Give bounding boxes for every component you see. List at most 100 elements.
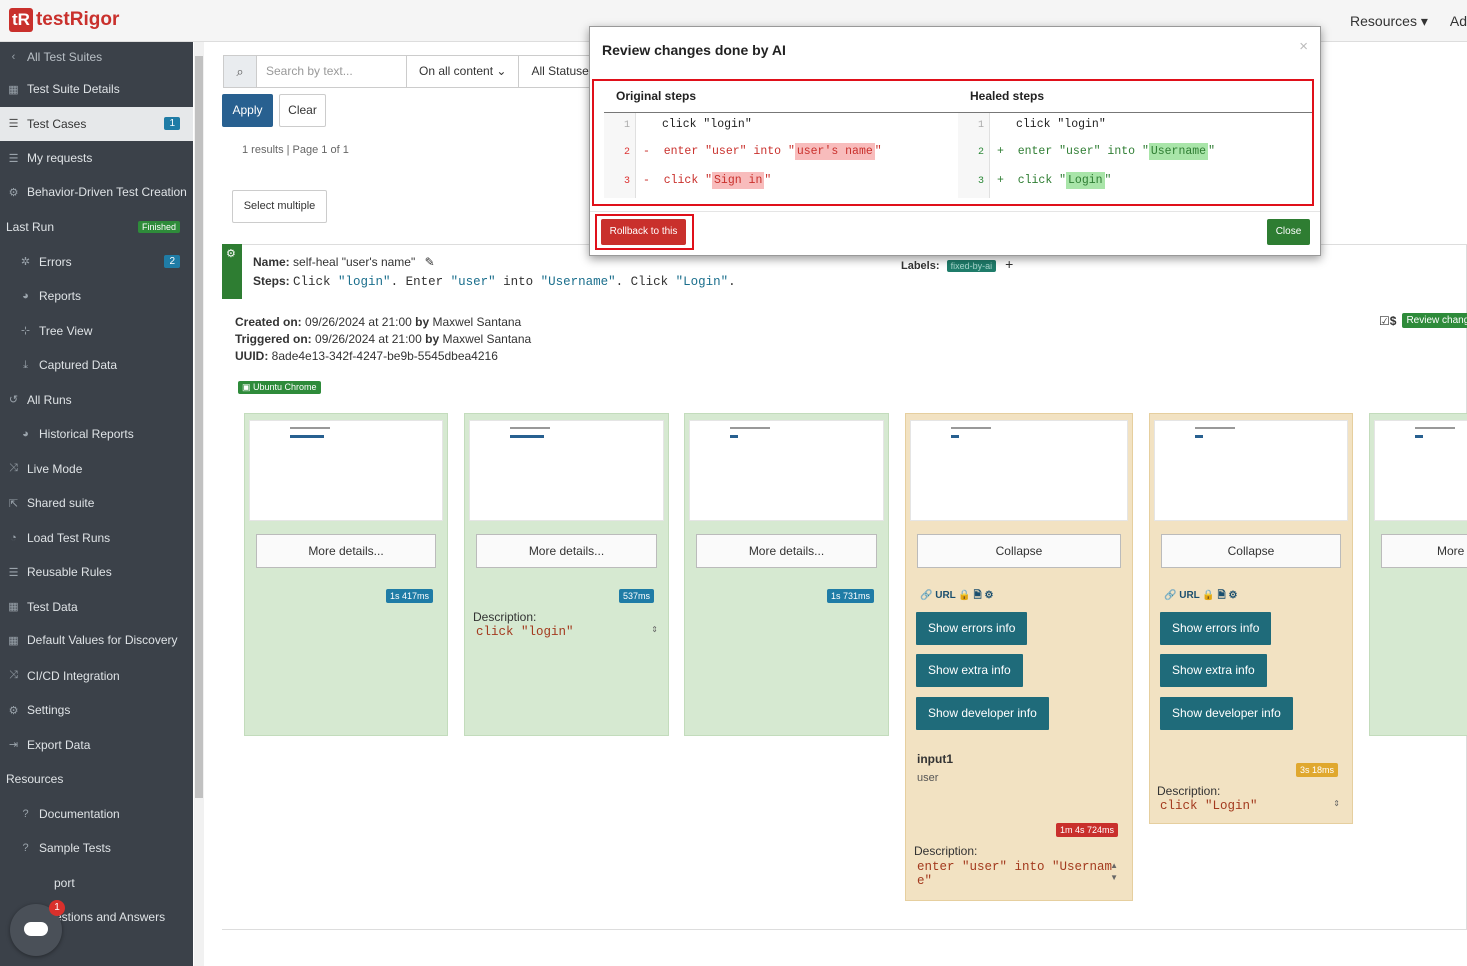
select-multiple-button[interactable]: Select multiple xyxy=(232,190,327,223)
content-filter-select[interactable]: On all content ⌄ xyxy=(407,55,520,88)
scroll-arrows-icon[interactable]: ⇕ xyxy=(651,625,658,634)
sidebar-item-reports[interactable]: ◕ Reports xyxy=(0,279,193,314)
apply-button[interactable]: Apply xyxy=(222,94,273,127)
search-icon[interactable]: ⌕ xyxy=(223,55,257,88)
sidebar-item-test-suite-details[interactable]: ▦ Test Suite Details xyxy=(0,72,193,107)
step-screenshot[interactable] xyxy=(469,420,664,521)
show-extra-button[interactable]: Show extra info xyxy=(1160,654,1267,687)
show-extra-button[interactable]: Show extra info xyxy=(916,654,1023,687)
sitemap-icon: ⊹ xyxy=(20,325,31,338)
more-details-button[interactable]: More details... xyxy=(256,534,436,568)
robot-icon[interactable]: ⚙ xyxy=(1228,590,1238,601)
sidebar-item-historical-reports[interactable]: ◕ Historical Reports xyxy=(0,417,193,452)
sidebar-item-captured-data[interactable]: ⤓ Captured Data xyxy=(0,348,193,383)
scroll-arrows-icon[interactable]: ▲ ▼ xyxy=(1110,861,1118,882)
sidebar-item-documentation[interactable]: ? Documentation xyxy=(0,797,193,832)
sidebar-item-test-cases[interactable]: ☰ Test Cases 1 xyxy=(0,106,193,141)
resources-menu[interactable]: Resources ▾ xyxy=(1350,13,1428,29)
sidebar-item-settings[interactable]: ⚙ Settings xyxy=(0,693,193,728)
sidebar-item-support[interactable]: port xyxy=(0,866,193,901)
robot-icon[interactable]: ⚙ xyxy=(984,590,994,601)
sidebar-item-test-data[interactable]: ▦ Test Data xyxy=(0,590,193,625)
link-icon[interactable]: 🔗 xyxy=(1164,590,1177,601)
edit-icon[interactable]: ✎ xyxy=(424,255,435,269)
search-input[interactable]: Search by text... xyxy=(257,55,407,88)
testrigor-logo[interactable]: tR testRigor xyxy=(9,8,119,32)
file-icon[interactable]: 🗎 xyxy=(1217,590,1226,601)
step-screenshot[interactable] xyxy=(1374,420,1467,521)
url-label[interactable]: URL xyxy=(1179,590,1200,601)
description-label: Description: xyxy=(473,610,537,624)
share-icon: ⇱ xyxy=(8,497,19,510)
lock-icon[interactable]: 🔒 xyxy=(1202,590,1215,601)
sidebar-item-tree-view[interactable]: ⊹ Tree View xyxy=(0,314,193,349)
sidebar-item-cicd[interactable]: ⤨ CI/CD Integration xyxy=(0,659,193,694)
test-meta: Created on: 09/26/2024 at 21:00 by Maxwe… xyxy=(235,314,531,365)
file-icon[interactable]: 🗎 xyxy=(973,590,982,601)
sidebar-all-test-suites[interactable]: ‹ All Test Suites xyxy=(0,42,193,72)
more-details-button[interactable]: More details... xyxy=(476,534,657,568)
sidebar-item-shared-suite[interactable]: ⇱ Shared suite xyxy=(0,486,193,521)
show-errors-button[interactable]: Show errors info xyxy=(1160,612,1272,645)
status-filter-select[interactable]: All Statuse xyxy=(519,55,602,88)
rollback-button[interactable]: Rollback to this xyxy=(601,219,686,245)
show-developer-button[interactable]: Show developer info xyxy=(916,697,1049,730)
minus-marker: - xyxy=(643,145,650,158)
dollar-icon[interactable]: $ xyxy=(1389,313,1397,328)
sidebar-item-live-mode[interactable]: ⤨ Live Mode xyxy=(0,452,193,487)
sidebar-item-export-data[interactable]: ⇥ Export Data xyxy=(0,728,193,763)
download-icon: ⤓ xyxy=(23,358,28,371)
lock-icon[interactable]: 🔒 xyxy=(958,590,971,601)
sidebar-item-sample-tests[interactable]: ? Sample Tests xyxy=(0,831,193,866)
step-screenshot[interactable] xyxy=(249,420,443,521)
show-developer-button[interactable]: Show developer info xyxy=(1160,697,1293,730)
close-button[interactable]: Close xyxy=(1267,219,1310,245)
checkbox-icon[interactable]: ☑ xyxy=(1379,313,1390,328)
steps-label: Steps: xyxy=(253,274,290,288)
line-number: 2 xyxy=(977,147,984,158)
original-line-2: - enter "user" into " user's name " xyxy=(643,142,882,162)
more-details-button[interactable]: More details... xyxy=(696,534,877,568)
list-icon: ☰ xyxy=(8,566,19,579)
collapse-button[interactable]: Collapse xyxy=(1161,534,1341,568)
collapse-button[interactable]: Collapse xyxy=(917,534,1121,568)
step-text: . Enter xyxy=(390,275,451,289)
sidebar-item-label: Shared suite xyxy=(27,496,95,511)
plus-marker: + xyxy=(997,174,1004,187)
link-icon[interactable]: 🔗 xyxy=(920,590,933,601)
sidebar-item-errors[interactable]: ✲ Errors 2 xyxy=(0,245,193,280)
sidebar-item-label: ⚙ Behavior-Driven Test Creation xyxy=(6,184,187,202)
code-quote: " xyxy=(764,174,772,187)
code-text: click " xyxy=(663,174,713,187)
step-panel-6: More xyxy=(1369,413,1467,736)
sidebar-item-default-values[interactable]: ▦ Default Values for Discovery xyxy=(0,624,193,659)
url-label[interactable]: URL xyxy=(935,590,956,601)
step-screenshot[interactable] xyxy=(1154,420,1348,521)
chat-icon xyxy=(24,922,48,936)
sidebar-item-bdd-creation[interactable]: ⚙ Behavior-Driven Test Creation xyxy=(0,176,193,211)
step-screenshot[interactable] xyxy=(689,420,884,521)
ad-menu[interactable]: Ad xyxy=(1449,13,1467,29)
robot-icon: ⚙ xyxy=(8,186,19,199)
sidebar-item-reusable-rules[interactable]: ☰ Reusable Rules xyxy=(0,555,193,590)
label-tag[interactable]: fixed-by-ai xyxy=(946,260,997,272)
healed-steps-heading: Healed steps xyxy=(970,89,1045,103)
scroll-arrows-icon[interactable]: ⇕ xyxy=(1333,799,1340,808)
sidebar-item-all-runs[interactable]: ↺ All Runs xyxy=(0,383,193,418)
sidebar-scroll-thumb[interactable] xyxy=(195,56,203,798)
sidebar-item-load-test-runs[interactable]: ◔ Load Test Runs xyxy=(0,521,193,556)
description-label: Description: xyxy=(914,844,978,858)
clear-button[interactable]: Clear xyxy=(279,94,326,127)
sidebar-item-last-run[interactable]: Last Run Finished xyxy=(0,210,193,245)
table-icon: ▦ xyxy=(8,601,19,614)
more-details-button[interactable]: More xyxy=(1381,534,1467,568)
step-tools-row: 🔗 URL 🔒 🗎 ⚙ xyxy=(920,588,993,605)
add-label-icon[interactable]: + xyxy=(1005,256,1014,272)
close-icon[interactable]: × xyxy=(1299,38,1308,55)
sidebar-item-my-requests[interactable]: ☰ My requests xyxy=(0,141,193,176)
sidebar-item-label: Live Mode xyxy=(27,461,83,476)
step-screenshot[interactable] xyxy=(910,420,1128,521)
sidebar-item-label: Load Test Runs xyxy=(27,530,111,545)
review-changes-tag[interactable]: Review chang xyxy=(1402,313,1467,328)
show-errors-button[interactable]: Show errors info xyxy=(916,612,1028,645)
